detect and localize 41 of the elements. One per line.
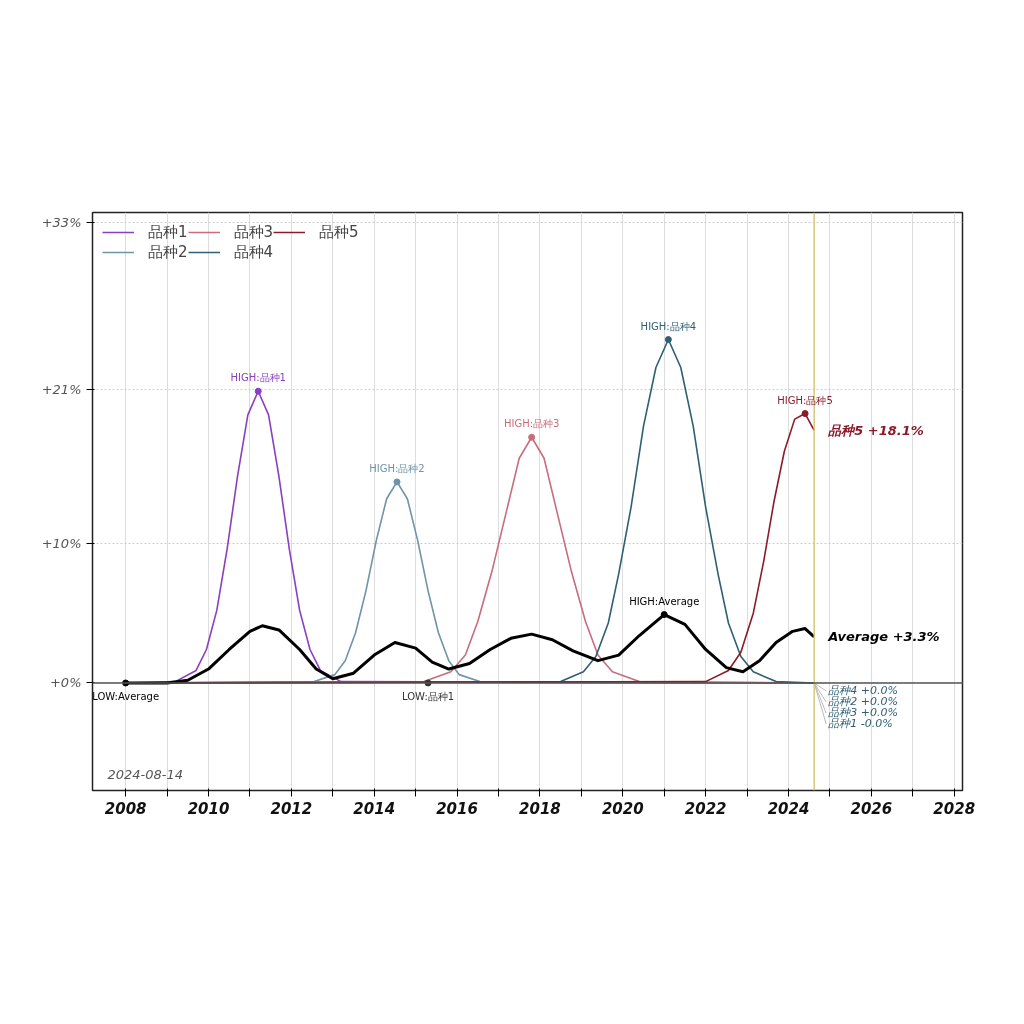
annotation: LOW:品种1 [402, 691, 455, 702]
y-tick-label: +21% [41, 382, 82, 398]
annotation: HIGH:品种3 [503, 418, 560, 430]
point [801, 410, 809, 418]
annotation: HIGH:Average [629, 595, 700, 607]
legend-label: 品种3 [233, 222, 274, 242]
annotation: HIGH:品种4 [640, 320, 697, 332]
annotation: 品种3 +0.0% [828, 706, 898, 720]
annotation: HIGH:品种2 [369, 462, 425, 474]
y-tick-label: +10% [41, 535, 82, 551]
point [254, 387, 262, 395]
annotation: Average +3.3% [827, 629, 940, 645]
x-tick-label: 2012 [270, 799, 313, 818]
x-tick-label: 2022 [684, 799, 727, 818]
point [660, 611, 668, 619]
legend-label: 品种5 [319, 222, 359, 242]
x-tick-label: 2026 [850, 799, 893, 818]
annotation: 2024-08-14 [107, 766, 184, 782]
legend-label: 品种2 [148, 242, 188, 262]
x-tick-label: 2028 [933, 799, 976, 818]
x-tick-label: 2016 [436, 799, 478, 818]
annotation: HIGH:品种5 [777, 394, 833, 406]
point [528, 433, 536, 441]
annotation: LOW:Average [92, 691, 160, 702]
legend-label: 品种4 [233, 242, 274, 262]
annotation: 品种5 +18.1% [827, 422, 924, 438]
x-tick-label: 2024 [767, 799, 810, 818]
x-tick-label: 2010 [187, 799, 230, 818]
y-tick-label: +33% [41, 214, 82, 230]
x-tick-label: 2020 [601, 799, 644, 818]
annotation: 品种4 +0.0% [828, 684, 898, 698]
annotation: 品种1 -0.0% [828, 717, 893, 731]
annotation: 品种2 +0.0% [828, 695, 898, 709]
y-tick-label: +0% [49, 675, 82, 691]
point [393, 478, 401, 486]
annotation: HIGH:品种1 [230, 372, 286, 384]
x-tick-label: 2008 [104, 799, 147, 818]
x-tick-label: 2014 [353, 799, 396, 818]
point [664, 336, 672, 344]
legend-label: 品种1 [148, 222, 188, 242]
x-tick-label: 2018 [519, 799, 561, 818]
